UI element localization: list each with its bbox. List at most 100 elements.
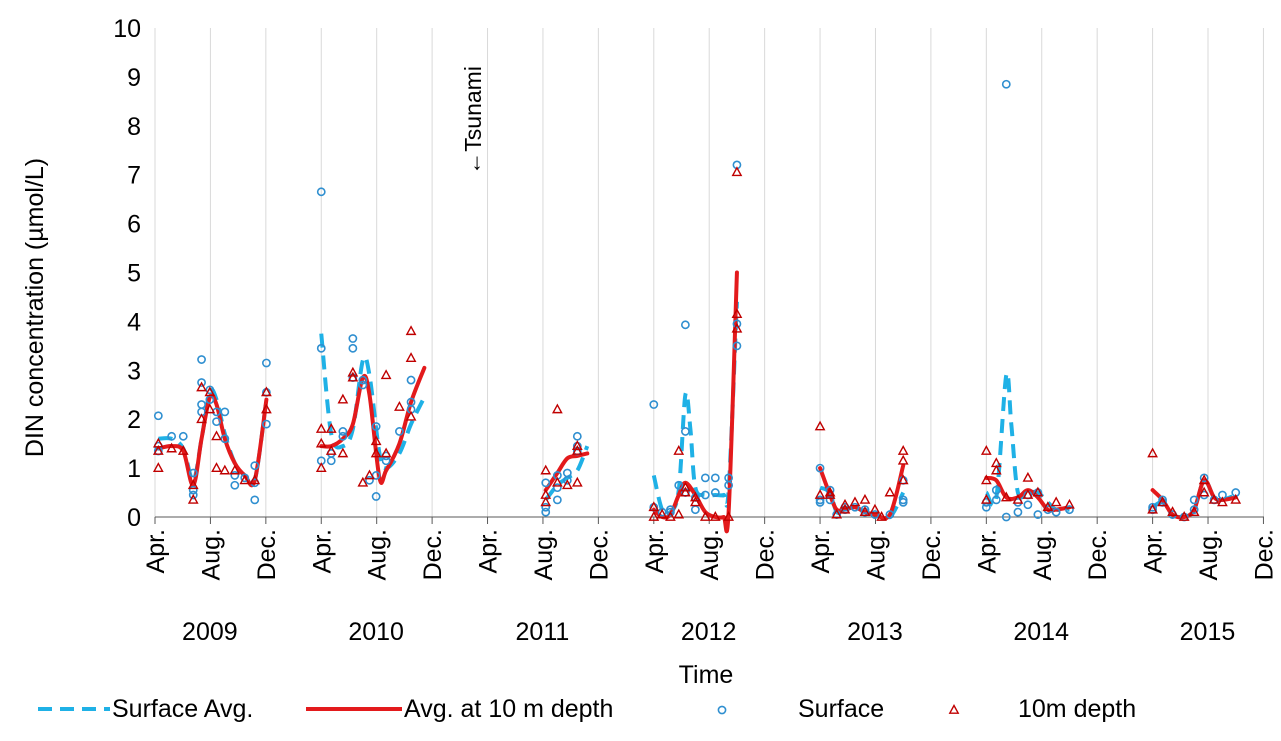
10m-depth-point bbox=[731, 308, 743, 318]
10m-depth-point bbox=[831, 508, 843, 519]
10m-depth-point bbox=[1147, 503, 1158, 514]
10m-depth-point bbox=[1230, 493, 1242, 504]
surface-point bbox=[348, 334, 358, 343]
surface-point bbox=[197, 400, 206, 409]
avg-at-10-m-depth-line bbox=[543, 451, 590, 493]
surface-point bbox=[178, 431, 188, 441]
year-label: 2009 bbox=[182, 618, 238, 646]
x-tick-label: Aug. bbox=[696, 529, 724, 580]
series-lines bbox=[156, 270, 1238, 534]
10m-depth-point bbox=[551, 476, 563, 487]
legend-label-surface-avg: Surface Avg. bbox=[112, 695, 253, 723]
10m-depth-point bbox=[571, 476, 583, 487]
surface-point bbox=[1065, 505, 1074, 515]
surface-point bbox=[197, 378, 206, 387]
surface-point bbox=[358, 375, 368, 385]
surface-point bbox=[680, 427, 690, 436]
10m-depth-point bbox=[990, 464, 1002, 475]
surface-point bbox=[1013, 507, 1023, 517]
10m-depth-point bbox=[370, 447, 382, 458]
surface-point bbox=[188, 468, 198, 478]
10m-depth-point bbox=[196, 381, 207, 392]
x-tick-label: Aug. bbox=[1195, 529, 1223, 580]
surface-point bbox=[261, 419, 271, 429]
10m-depth-point bbox=[187, 493, 199, 504]
10m-depth-point bbox=[731, 322, 743, 333]
x-tick-label: Apr. bbox=[807, 529, 835, 573]
10m-depth-point bbox=[689, 496, 701, 507]
10m-depth-point bbox=[884, 486, 896, 497]
year-label: 2011 bbox=[516, 618, 570, 646]
10m-depth-point bbox=[166, 442, 178, 453]
surface-point bbox=[316, 343, 326, 353]
10m-depth-point bbox=[897, 474, 909, 485]
10m-depth-point bbox=[204, 403, 216, 414]
10m-depth-point bbox=[370, 435, 382, 446]
surface-point bbox=[188, 490, 198, 500]
x-tick-label: Dec. bbox=[419, 529, 447, 580]
10m-depth-point bbox=[551, 403, 563, 414]
10m-depth-point bbox=[1032, 486, 1044, 497]
surface-point bbox=[732, 341, 742, 351]
10m-depth-point bbox=[1022, 471, 1034, 482]
10m-depth-point bbox=[337, 393, 349, 404]
surface-point bbox=[552, 483, 562, 493]
surface-point bbox=[205, 385, 215, 395]
10m-depth-point bbox=[648, 501, 660, 512]
10m-depth-point bbox=[859, 506, 871, 517]
surface-point bbox=[825, 485, 835, 495]
surface-avg-line bbox=[319, 333, 427, 471]
10m-depth-point bbox=[1042, 501, 1054, 512]
10m-depth-point bbox=[380, 369, 392, 380]
x-tick-label: Aug. bbox=[197, 529, 225, 580]
surface-point bbox=[240, 473, 250, 483]
x-tick-label: Apr. bbox=[142, 529, 170, 573]
10m-depth-point bbox=[196, 413, 207, 424]
surface-point bbox=[250, 495, 260, 505]
x-axis-label: Time bbox=[679, 661, 734, 689]
10m-depth-point bbox=[648, 511, 660, 521]
y-tick-label: 10 bbox=[113, 15, 141, 43]
surface-point bbox=[541, 478, 551, 488]
surface-point bbox=[1001, 79, 1011, 89]
surface-point bbox=[674, 480, 684, 490]
x-tick-label: Apr. bbox=[1140, 529, 1168, 573]
surface-point bbox=[649, 400, 659, 409]
10m-depth-point bbox=[814, 489, 826, 499]
surface-point bbox=[167, 431, 177, 441]
10m-depth-point bbox=[405, 352, 417, 362]
10m-depth-point bbox=[261, 386, 272, 397]
10m-depth-point bbox=[337, 447, 349, 458]
surface-point bbox=[1023, 500, 1033, 510]
surface-point bbox=[710, 488, 720, 497]
10m-depth-point bbox=[680, 486, 691, 497]
surface-point bbox=[261, 358, 271, 368]
10m-depth-point bbox=[325, 445, 337, 455]
y-tick-label: 6 bbox=[127, 211, 141, 239]
surface-point bbox=[1051, 507, 1061, 517]
10m-depth-point bbox=[980, 493, 992, 504]
surface-point bbox=[250, 461, 260, 471]
10m-depth-point bbox=[839, 503, 851, 514]
surface-point bbox=[338, 431, 348, 441]
surface-point bbox=[230, 480, 240, 490]
10m-depth-point bbox=[219, 464, 231, 475]
10m-depth-point bbox=[980, 445, 992, 455]
x-tick-label: Dec. bbox=[1084, 529, 1112, 580]
surface-point bbox=[724, 480, 734, 490]
10m-depth-point bbox=[405, 410, 417, 421]
surface-point bbox=[562, 475, 572, 485]
surface-point bbox=[153, 411, 163, 421]
10m-depth-point bbox=[1064, 498, 1075, 509]
10m-depth-point bbox=[1147, 447, 1158, 458]
year-label: 2010 bbox=[348, 618, 404, 646]
surface-point bbox=[700, 473, 710, 483]
x-tick-label: Dec. bbox=[1250, 529, 1278, 580]
10m-depth-point bbox=[723, 511, 735, 521]
10m-depth-point bbox=[1217, 496, 1228, 507]
10m-depth-point bbox=[152, 445, 164, 455]
10m-depth-point bbox=[347, 371, 359, 382]
surface-point bbox=[1189, 505, 1199, 515]
surface-point bbox=[680, 320, 690, 330]
